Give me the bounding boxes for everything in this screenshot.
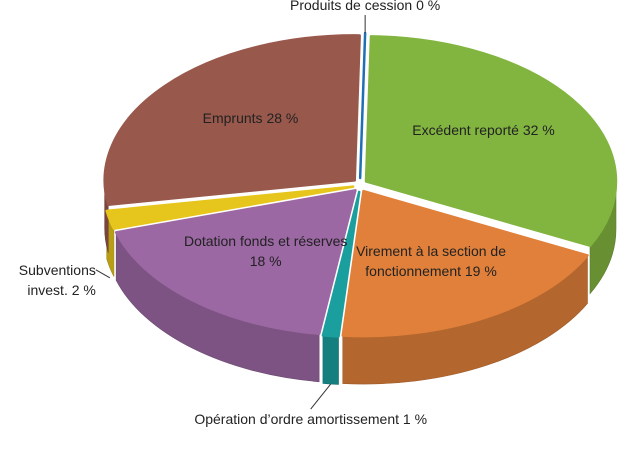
slice-label: Virement à la section de fonctionnement … bbox=[341, 241, 521, 281]
category-label: Excédent reporté bbox=[412, 121, 519, 138]
slice-label: Opération d’ordre amortissement 1 % bbox=[181, 409, 441, 429]
category-label: Emprunts bbox=[202, 110, 263, 127]
value-label: 28 % bbox=[266, 110, 299, 127]
value-label: 0 % bbox=[416, 0, 441, 14]
leader-line bbox=[95, 269, 111, 279]
slice-label: Dotation fonds et réserves 18 % bbox=[176, 231, 356, 271]
slice bbox=[103, 34, 361, 206]
value-label: 32 % bbox=[522, 121, 555, 138]
category-label: Virement à la section de fonctionnement bbox=[356, 242, 507, 279]
slice bbox=[321, 190, 361, 338]
slice-tops bbox=[103, 31, 618, 338]
slice bbox=[341, 189, 589, 338]
value-label: 1 % bbox=[402, 411, 428, 427]
value-label: 18 % bbox=[249, 252, 282, 269]
slice bbox=[105, 185, 355, 230]
leader-line bbox=[310, 383, 332, 410]
value-label: 19 % bbox=[464, 262, 497, 279]
slice bbox=[364, 35, 618, 247]
slice-label: Produits de cession 0 % bbox=[235, 0, 495, 15]
slice-label: Emprunts 28 % bbox=[161, 108, 341, 128]
category-label: Opération d’ordre amortissement bbox=[194, 411, 399, 427]
category-label: Dotation fonds et réserves bbox=[183, 232, 348, 249]
category-label: Produits de cession bbox=[290, 0, 413, 14]
category-label: Subventions invest. bbox=[18, 261, 96, 298]
slice-side bbox=[322, 335, 339, 385]
slice-label: Subventions invest. 2 % bbox=[0, 260, 96, 300]
slice bbox=[358, 31, 367, 180]
value-label: 2 % bbox=[71, 281, 96, 298]
slice bbox=[114, 189, 357, 336]
slice-label: Excédent reporté 32 % bbox=[394, 120, 574, 140]
